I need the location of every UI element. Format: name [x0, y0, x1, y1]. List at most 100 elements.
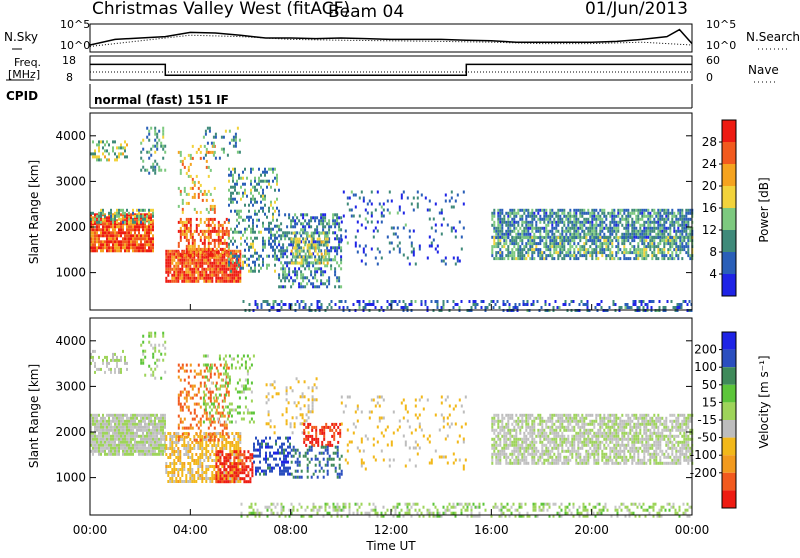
heatmap-cell — [239, 435, 241, 438]
heatmap-cell — [217, 259, 219, 262]
heatmap-cell — [124, 362, 126, 365]
heatmap-cell — [134, 231, 136, 234]
heatmap-cell — [148, 417, 150, 420]
heatmap-cell — [110, 435, 112, 438]
heatmap-cell — [308, 261, 310, 264]
heatmap-cell — [288, 216, 290, 219]
heatmap-cell — [317, 303, 319, 306]
heatmap-cell — [186, 400, 188, 403]
heatmap-cell — [142, 441, 144, 444]
heatmap-cell — [609, 215, 611, 218]
heatmap-cell — [136, 429, 138, 432]
heatmap-cell — [475, 303, 477, 306]
heatmap-cell — [621, 239, 623, 242]
heatmap-cell — [581, 212, 583, 215]
heatmap-cell — [643, 230, 645, 233]
heatmap-cell — [357, 221, 359, 224]
heatmap-cell — [223, 438, 225, 441]
heatmap-cell — [561, 227, 563, 230]
heatmap-cell — [403, 227, 405, 230]
heatmap-cell — [597, 218, 599, 221]
heatmap-cell — [399, 242, 401, 245]
heatmap-cell — [351, 209, 353, 212]
heatmap-cell — [637, 218, 639, 221]
heatmap-cell — [193, 462, 195, 465]
heatmap-cell — [128, 432, 130, 435]
heatmap-cell — [162, 420, 164, 423]
heatmap-cell — [256, 213, 258, 216]
heatmap-cell — [104, 231, 106, 234]
heatmap-cell — [649, 248, 651, 251]
heatmap-cell — [653, 212, 655, 215]
heatmap-cell — [609, 233, 611, 236]
heatmap-cell — [104, 356, 106, 359]
heatmap-cell — [120, 356, 122, 359]
heatmap-cell — [284, 261, 286, 264]
heatmap-cell — [332, 222, 334, 225]
heatmap-cell — [268, 183, 270, 186]
heatmap-cell — [545, 230, 547, 233]
heatmap-cell — [205, 154, 207, 157]
heatmap-cell — [497, 251, 499, 254]
heatmap-cell — [192, 245, 194, 248]
heatmap-cell — [593, 218, 595, 221]
heatmap-cell — [563, 212, 565, 215]
heatmap-cell — [190, 230, 192, 233]
heatmap-cell — [597, 251, 599, 254]
heatmap-cell — [256, 237, 258, 240]
heatmap-cell — [254, 210, 256, 213]
heatmap-cell — [495, 245, 497, 248]
heatmap-cell — [391, 300, 393, 303]
heatmap-cell — [261, 303, 263, 306]
heatmap-cell — [308, 219, 310, 222]
heatmap-cell — [130, 246, 132, 249]
heatmap-cell — [563, 303, 565, 306]
heatmap-cell — [459, 260, 461, 263]
heatmap-cell — [389, 242, 391, 245]
heatmap-cell — [173, 253, 175, 256]
heatmap-cell — [627, 209, 629, 212]
heatmap-cell — [631, 245, 633, 248]
heatmap-cell — [98, 237, 100, 240]
heatmap-cell — [225, 471, 227, 474]
heatmap-cell — [555, 230, 557, 233]
heatmap-cell — [192, 236, 194, 239]
heatmap-cell — [549, 230, 551, 233]
heatmap-cell — [517, 251, 519, 254]
heatmap-cell — [108, 237, 110, 240]
heatmap-cell — [96, 221, 98, 224]
heatmap-cell — [223, 280, 225, 283]
heatmap-cell — [96, 231, 98, 234]
heatmap-cell — [108, 228, 110, 231]
heatmap-cell — [557, 245, 559, 248]
heatmap-cell — [154, 377, 156, 380]
heatmap-cell — [653, 248, 655, 251]
heatmap-cell — [327, 244, 329, 247]
heatmap-cell — [124, 249, 126, 252]
heatmap-cell — [310, 282, 312, 285]
heatmap-cell — [193, 444, 195, 447]
heatmap-cell — [164, 169, 166, 172]
heatmap-cell — [158, 169, 160, 172]
heatmap-cell — [196, 151, 198, 154]
heatmap-cell — [286, 264, 288, 267]
heatmap-cell — [288, 231, 290, 234]
heatmap-cell — [102, 429, 104, 432]
heatmap-cell — [225, 277, 227, 280]
heatmap-cell — [685, 218, 687, 221]
heatmap-cell — [239, 480, 241, 483]
heatmap-cell — [150, 246, 152, 249]
heatmap-cell — [591, 257, 593, 260]
heatmap-cell — [232, 237, 234, 240]
heatmap-cell — [92, 435, 94, 438]
heatmap-cell — [186, 193, 188, 196]
heatmap-cell — [130, 435, 132, 438]
heatmap-cell — [401, 194, 403, 197]
heatmap-cell — [188, 227, 190, 230]
heatmap-cell — [509, 224, 511, 227]
heatmap-cell — [173, 465, 175, 468]
heatmap-cell — [473, 300, 475, 303]
heatmap-cell — [185, 477, 187, 480]
heatmap-cell — [236, 231, 238, 234]
heatmap-cell — [597, 245, 599, 248]
